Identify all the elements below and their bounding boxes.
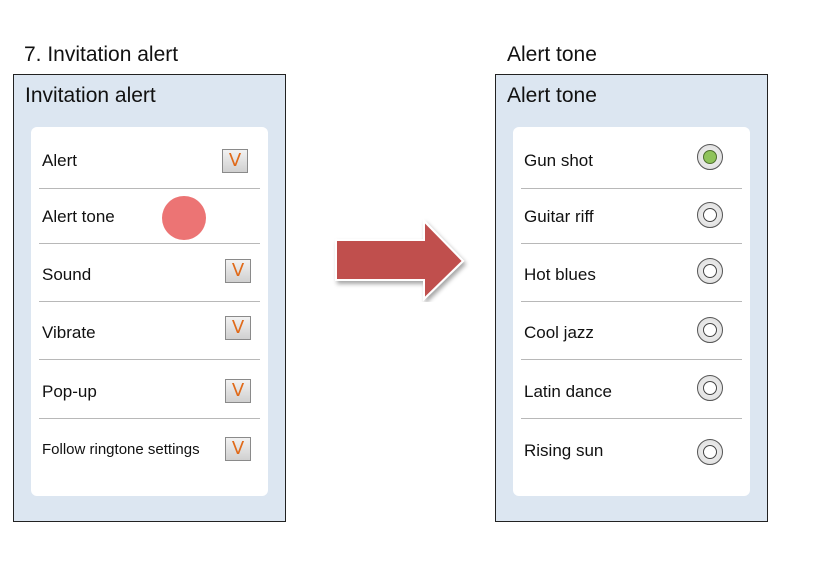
radio-dot (703, 323, 717, 337)
tone-label: Hot blues (524, 265, 596, 284)
touch-indicator (162, 196, 206, 240)
left-screen-caption: 7. Invitation alert (24, 43, 179, 66)
alert-tone-screen: Alert tone Gun shot Guitar riff Hot blue… (495, 74, 768, 522)
radio-dot (703, 381, 717, 395)
tone-label: Gun shot (524, 151, 593, 170)
tone-radio[interactable] (697, 258, 723, 284)
follow-ringtone-checkbox[interactable]: V (225, 437, 251, 461)
invitation-alert-screen: Invitation alert Alert V Alert tone Soun… (13, 74, 286, 522)
radio-dot (703, 264, 717, 278)
setting-row-follow-ringtone[interactable]: Follow ringtone settings V (39, 419, 260, 477)
transition-arrow-icon (335, 218, 465, 302)
screen-title: Invitation alert (25, 84, 156, 107)
tone-radio[interactable] (697, 375, 723, 401)
tone-label: Latin dance (524, 382, 612, 401)
tone-option-cool-jazz[interactable]: Cool jazz (521, 302, 742, 360)
pop-up-checkbox[interactable]: V (225, 379, 251, 403)
radio-dot (703, 150, 717, 164)
sound-checkbox[interactable]: V (225, 259, 251, 283)
setting-label: Sound (42, 265, 92, 284)
tone-options-card: Gun shot Guitar riff Hot blues Cool jazz… (513, 127, 750, 496)
setting-row-sound[interactable]: Sound V (39, 244, 260, 302)
tone-option-hot-blues[interactable]: Hot blues (521, 244, 742, 302)
tone-radio[interactable] (697, 202, 723, 228)
screen-title: Alert tone (507, 84, 597, 107)
radio-dot (703, 445, 717, 459)
tone-option-rising-sun[interactable]: Rising sun (521, 419, 742, 477)
setting-row-alert[interactable]: Alert V (39, 131, 260, 189)
tone-option-gun-shot[interactable]: Gun shot (521, 131, 742, 189)
right-screen-caption: Alert tone (507, 43, 597, 66)
setting-row-vibrate[interactable]: Vibrate V (39, 302, 260, 360)
setting-label: Pop-up (42, 382, 97, 401)
setting-label: Follow ringtone settings (42, 441, 200, 458)
tone-label: Cool jazz (524, 323, 594, 342)
setting-row-pop-up[interactable]: Pop-up V (39, 360, 260, 419)
tone-option-latin-dance[interactable]: Latin dance (521, 360, 742, 419)
setting-row-alert-tone[interactable]: Alert tone (39, 189, 260, 244)
settings-card: Alert V Alert tone Sound V Vibrate V Pop… (31, 127, 268, 496)
vibrate-checkbox[interactable]: V (225, 316, 251, 340)
setting-label: Alert (42, 151, 77, 170)
tone-radio[interactable] (697, 439, 723, 465)
tone-radio[interactable] (697, 317, 723, 343)
setting-label: Vibrate (42, 323, 96, 342)
tone-radio-selected[interactable] (697, 144, 723, 170)
tone-label: Rising sun (524, 441, 604, 460)
tone-label: Guitar riff (524, 207, 594, 226)
tone-option-guitar-riff[interactable]: Guitar riff (521, 189, 742, 244)
alert-checkbox[interactable]: V (222, 149, 248, 173)
setting-label: Alert tone (42, 207, 115, 226)
radio-dot (703, 208, 717, 222)
